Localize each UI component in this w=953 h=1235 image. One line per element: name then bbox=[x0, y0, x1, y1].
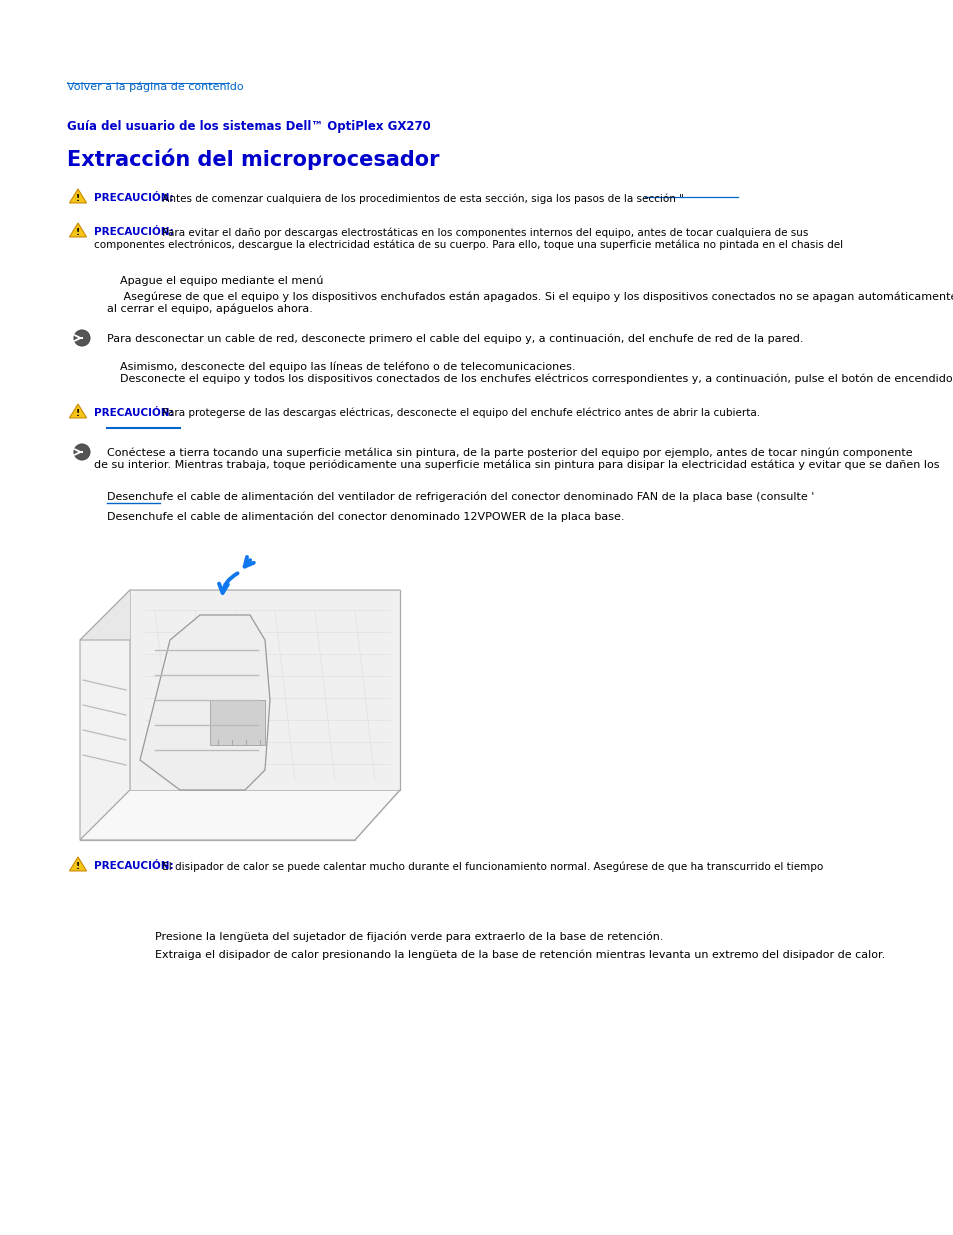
Text: Desconecte el equipo y todos los dispositivos conectados de los enchufes eléctri: Desconecte el equipo y todos los disposi… bbox=[120, 374, 952, 384]
Polygon shape bbox=[70, 857, 87, 871]
Text: PRECAUCIÓN:: PRECAUCIÓN: bbox=[94, 408, 173, 417]
Text: Para desconectar un cable de red, desconecte primero el cable del equipo y, a co: Para desconectar un cable de red, descon… bbox=[107, 333, 802, 343]
Circle shape bbox=[73, 443, 90, 461]
Text: Desenchufe el cable de alimentación del ventilador de refrigeración del conector: Desenchufe el cable de alimentación del … bbox=[107, 492, 814, 501]
Text: Para evitar el daño por descargas electrostáticas en los componentes internos de: Para evitar el daño por descargas electr… bbox=[159, 227, 807, 237]
Circle shape bbox=[73, 330, 90, 346]
Text: al cerrar el equipo, apáguelos ahora.: al cerrar el equipo, apáguelos ahora. bbox=[107, 304, 313, 315]
Text: PRECAUCIÓN:: PRECAUCIÓN: bbox=[94, 861, 173, 871]
Polygon shape bbox=[130, 590, 399, 790]
Polygon shape bbox=[140, 615, 270, 790]
Polygon shape bbox=[70, 224, 87, 237]
Text: Antes de comenzar cualquiera de los procedimientos de esta sección, siga los pas: Antes de comenzar cualquiera de los proc… bbox=[159, 193, 683, 204]
Bar bbox=[210, 700, 265, 745]
Text: Guía del usuario de los sistemas Dell™ OptiPlex GX270: Guía del usuario de los sistemas Dell™ O… bbox=[67, 120, 431, 133]
Text: !: ! bbox=[76, 862, 80, 871]
Text: El disipador de calor se puede calentar mucho durante el funcionamiento normal. : El disipador de calor se puede calentar … bbox=[159, 861, 822, 872]
Text: Asimismo, desconecte del equipo las líneas de teléfono o de telecomunicaciones.: Asimismo, desconecte del equipo las líne… bbox=[120, 361, 575, 372]
Text: Para protegerse de las descargas eléctricas, desconecte el equipo del enchufe el: Para protegerse de las descargas eléctri… bbox=[159, 408, 760, 419]
Text: Apague el equipo mediante el menú: Apague el equipo mediante el menú bbox=[120, 275, 323, 285]
Text: Conéctese a tierra tocando una superficie metálica sin pintura, de la parte post: Conéctese a tierra tocando una superfici… bbox=[107, 447, 912, 457]
Text: !: ! bbox=[76, 194, 80, 203]
Text: componentes electrónicos, descargue la electricidad estática de su cuerpo. Para : componentes electrónicos, descargue la e… bbox=[94, 240, 842, 251]
Text: Presione la lengüeta del sujetador de fijación verde para extraerlo de la base d: Presione la lengüeta del sujetador de fi… bbox=[154, 932, 662, 942]
Polygon shape bbox=[80, 590, 130, 840]
Polygon shape bbox=[80, 790, 399, 840]
Text: !: ! bbox=[76, 228, 80, 237]
Polygon shape bbox=[70, 189, 87, 203]
Text: Extraiga el disipador de calor presionando la lengüeta de la base de retención m: Extraiga el disipador de calor presionan… bbox=[154, 950, 884, 961]
Text: Asegúrese de que el equipo y los dispositivos enchufados están apagados. Si el e: Asegúrese de que el equipo y los disposi… bbox=[120, 291, 953, 303]
Text: !: ! bbox=[76, 409, 80, 417]
Text: PRECAUCIÓN:: PRECAUCIÓN: bbox=[94, 227, 173, 237]
Text: Extracción del microprocesador: Extracción del microprocesador bbox=[67, 148, 439, 169]
Polygon shape bbox=[80, 590, 399, 640]
Polygon shape bbox=[70, 404, 87, 417]
Text: Volver a la página de contenido: Volver a la página de contenido bbox=[67, 82, 243, 93]
Text: de su interior. Mientras trabaja, toque periódicamente una superficie metálica s: de su interior. Mientras trabaja, toque … bbox=[94, 459, 939, 471]
Text: PRECAUCIÓN:: PRECAUCIÓN: bbox=[94, 193, 173, 203]
Text: Desenchufe el cable de alimentación del conector denominado 12VPOWER de la placa: Desenchufe el cable de alimentación del … bbox=[107, 511, 624, 521]
